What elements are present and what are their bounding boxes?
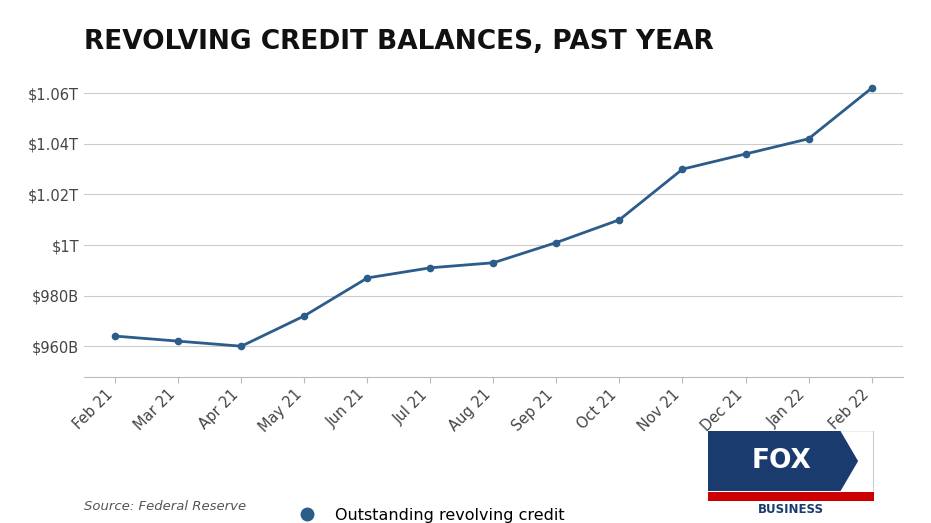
Text: REVOLVING CREDIT BALANCES, PAST YEAR: REVOLVING CREDIT BALANCES, PAST YEAR — [84, 29, 713, 54]
Text: FOX: FOX — [752, 448, 812, 474]
FancyBboxPatch shape — [708, 492, 873, 501]
Legend: Outstanding revolving credit: Outstanding revolving credit — [284, 501, 572, 523]
Polygon shape — [841, 431, 873, 491]
FancyBboxPatch shape — [708, 431, 873, 491]
Text: Source: Federal Reserve: Source: Federal Reserve — [84, 499, 246, 513]
Text: BUSINESS: BUSINESS — [758, 504, 824, 517]
